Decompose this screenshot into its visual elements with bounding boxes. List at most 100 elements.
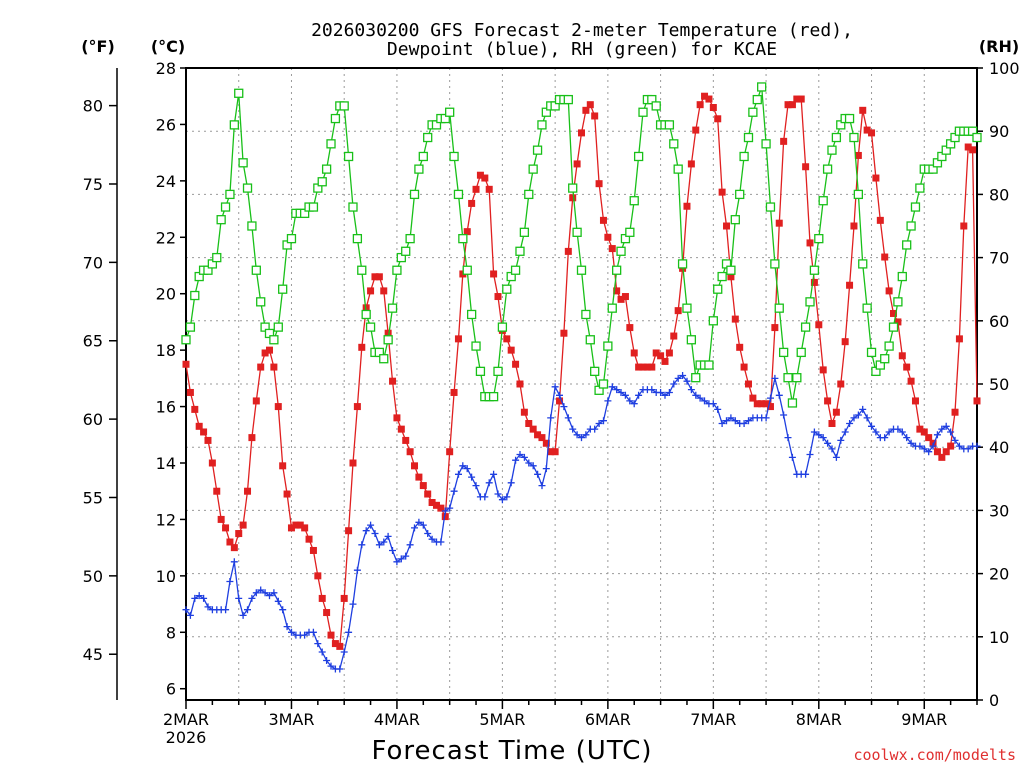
fahrenheit-tick-label: 50: [83, 567, 103, 586]
rh-point: [352, 233, 363, 244]
temperature-point: [846, 281, 854, 289]
temperature-point: [635, 363, 643, 371]
dewpoint-point: [389, 547, 396, 554]
dewpoint-point: [384, 532, 392, 540]
rh-point: [792, 373, 802, 383]
temperature-point: [771, 324, 779, 332]
dewpoint-point: [380, 538, 388, 546]
temperature-point: [819, 366, 827, 374]
x-axis-year-label: 2026: [166, 728, 207, 747]
dewpoint-point: [608, 383, 616, 391]
temperature-point: [331, 640, 339, 648]
rh-point: [418, 151, 428, 162]
temperature-point: [551, 448, 559, 456]
temperature-point: [885, 287, 893, 295]
temperature-point: [358, 343, 366, 351]
temperature-point: [832, 408, 840, 416]
dewpoint-point: [270, 589, 278, 597]
temperature-point: [472, 185, 480, 193]
temperature-point: [287, 524, 295, 532]
dewpoint-point: [569, 425, 577, 433]
dewpoint-point: [872, 428, 880, 436]
dewpoint-point: [683, 377, 691, 385]
dewpoint-point: [402, 552, 410, 560]
rh-point: [682, 303, 692, 313]
rh-point: [339, 101, 349, 111]
dewpoint-point: [186, 611, 194, 619]
rh-point: [493, 366, 503, 377]
dewpoint-point: [846, 420, 854, 427]
temperature-point: [762, 400, 770, 408]
temperature-point: [687, 160, 695, 168]
rh-point: [858, 259, 868, 269]
dewpoint-point: [679, 372, 687, 379]
temperature-point: [516, 380, 524, 388]
temperature-point: [683, 202, 691, 210]
temperature-point: [446, 448, 454, 456]
rh-point: [286, 233, 297, 244]
dewpoint-point: [929, 442, 937, 450]
temperature-point: [933, 448, 941, 456]
temperature-point: [599, 216, 607, 224]
rh-tick-label: 40: [989, 438, 1009, 457]
dewpoint-point: [837, 436, 845, 444]
fahrenheit-tick-label: 65: [83, 332, 103, 351]
temperature-point: [802, 163, 810, 171]
rh-point: [805, 297, 815, 307]
rh-point: [238, 158, 248, 168]
dewpoint-point: [973, 442, 981, 450]
celsius-tick-label: 28: [156, 59, 176, 78]
temperature-point: [736, 343, 744, 351]
rh-point: [568, 183, 578, 193]
temperature-point: [718, 188, 726, 196]
rh-point: [761, 139, 771, 149]
dewpoint-point: [692, 391, 700, 399]
dewpoint-point: [578, 434, 585, 442]
temperature-point: [318, 594, 326, 602]
dewpoint-point: [696, 394, 704, 402]
rh-point: [220, 202, 231, 212]
rh-point: [853, 189, 863, 200]
rh-point: [462, 265, 472, 275]
temperature-point: [758, 400, 766, 408]
celsius-tick-label: 16: [156, 398, 176, 417]
rh-point: [849, 132, 859, 143]
dewpoint-point: [815, 431, 823, 439]
temperature-point: [213, 487, 221, 495]
temperature-point: [815, 321, 823, 329]
rh-tick-label: 30: [989, 501, 1009, 520]
dewpoint-point: [942, 422, 950, 430]
rh-point: [576, 265, 587, 275]
temperature-point: [248, 434, 256, 442]
rh-point: [330, 113, 341, 124]
dewpoint-point: [762, 414, 770, 422]
dewpoint-point: [657, 389, 665, 396]
temperature-point: [652, 349, 660, 357]
temperature-point: [617, 295, 625, 303]
temperature-point: [529, 425, 537, 433]
rh-point: [216, 215, 226, 225]
dewpoint-point: [824, 439, 832, 447]
temperature-point: [903, 363, 911, 371]
temperature-point: [437, 504, 445, 512]
dewpoint-point: [455, 470, 462, 478]
rh-point: [453, 189, 464, 200]
rh-point: [972, 132, 982, 143]
dewpoint-point: [230, 558, 238, 566]
rh-point: [181, 335, 191, 345]
x-axis-tick-label: 7MAR: [690, 710, 736, 729]
temperature-point: [806, 239, 814, 247]
dewpoint-point: [507, 479, 515, 487]
rh-point: [787, 398, 798, 408]
temperature-point: [195, 422, 203, 430]
dewpoint-point: [784, 434, 792, 442]
temperature-point: [569, 194, 577, 202]
rh-tick-label: 70: [989, 249, 1009, 268]
rh-point: [888, 322, 899, 332]
dewpoint-point: [441, 507, 449, 515]
dewpoint-point: [428, 535, 436, 543]
dewpoint-point: [327, 662, 335, 670]
rh-point: [783, 373, 793, 383]
dewpoint-point: [604, 397, 612, 405]
